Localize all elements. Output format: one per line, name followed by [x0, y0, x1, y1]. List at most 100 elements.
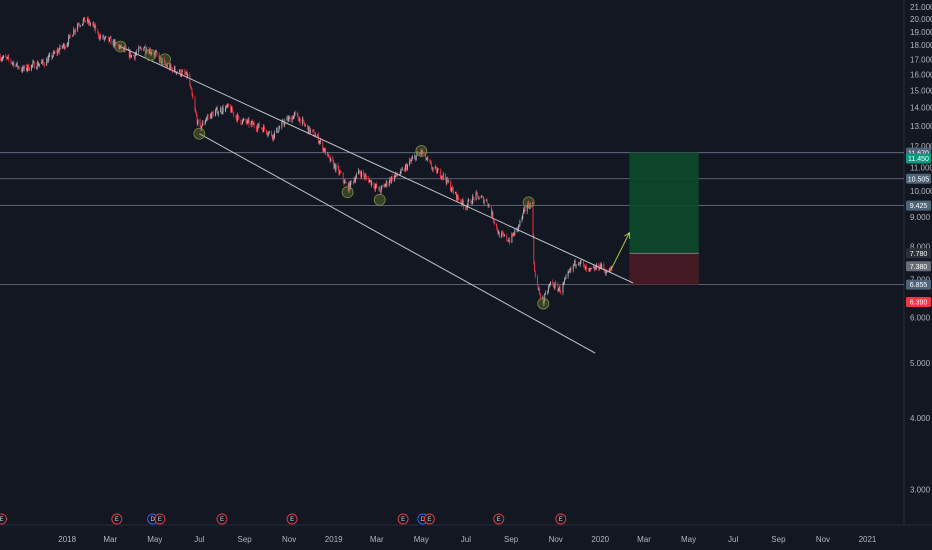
candle-body — [182, 70, 184, 72]
price-badge-bg — [906, 261, 931, 272]
candle-body — [90, 24, 91, 25]
candle-body — [518, 224, 520, 226]
candle-body — [470, 199, 472, 204]
candle-body — [358, 170, 359, 175]
candle-body — [303, 120, 305, 124]
candle-body — [543, 300, 545, 304]
candle-body — [378, 187, 380, 189]
projection-arrow[interactable] — [610, 231, 631, 271]
price-badge-label: 11.450 — [908, 156, 929, 163]
long-position-tool[interactable] — [629, 152, 699, 285]
candle-body — [185, 73, 186, 75]
candle-body — [211, 111, 213, 119]
candle-body — [526, 207, 528, 212]
candle-body — [113, 40, 115, 47]
time-axis[interactable]: 2018 Mar May Jul Sep Nov 2019 Mar May Jul Sep Nov 20… — [58, 535, 877, 544]
candle-body — [62, 46, 64, 48]
candle-body — [380, 186, 382, 193]
trend-channel[interactable] — [120, 46, 634, 354]
candle-body — [450, 190, 452, 191]
candle-body — [247, 120, 248, 124]
candle-body — [309, 126, 311, 133]
candle-body — [552, 281, 554, 284]
candle-body — [16, 62, 18, 65]
candle-body — [200, 125, 202, 130]
candle-body — [92, 24, 94, 25]
price-tick-label: 6.000 — [910, 314, 931, 323]
candle-body — [202, 122, 204, 125]
candle-body — [245, 118, 247, 123]
candle-body — [401, 169, 403, 170]
candle-body — [323, 148, 325, 152]
candle-body — [415, 155, 416, 161]
earnings-marker — [493, 513, 505, 525]
candle-body — [334, 164, 336, 171]
candle-body — [498, 231, 500, 235]
candle-body — [507, 240, 509, 242]
candle-body — [164, 61, 166, 65]
candle-body — [415, 155, 417, 161]
candle-body — [534, 263, 535, 271]
candle-body — [301, 119, 303, 124]
candle-body — [575, 264, 577, 266]
candle-body — [154, 52, 156, 56]
candle-body — [483, 200, 485, 203]
candle-body — [400, 169, 402, 174]
candle-body — [344, 181, 346, 183]
candle-body — [206, 117, 208, 120]
candle-body — [524, 208, 526, 212]
candle-body — [585, 266, 587, 269]
candle-body — [519, 220, 521, 225]
candle-body — [349, 182, 351, 189]
candle-body — [337, 164, 339, 169]
candle-body — [361, 171, 362, 177]
candle-body — [477, 192, 479, 196]
candle-body — [144, 46, 146, 49]
candle-body — [339, 171, 341, 173]
candle-body — [369, 180, 370, 183]
candle-body — [155, 51, 157, 53]
candle-body — [22, 67, 24, 72]
candle-body — [195, 112, 197, 117]
candle-body — [440, 177, 442, 179]
candle-body — [262, 128, 264, 132]
candle-body — [114, 40, 116, 47]
candle-body — [261, 128, 263, 129]
price-axis[interactable]: 3.0004.0005.0006.0007.0008.0009.00010.00… — [910, 3, 932, 495]
candle-body — [281, 121, 283, 128]
candle-body — [47, 57, 49, 63]
price-tick-label: 10.000 — [910, 187, 932, 196]
candle-body — [241, 123, 243, 125]
event-marker-label: D — [150, 517, 155, 523]
candle-body — [37, 62, 39, 66]
candle-body — [236, 114, 238, 121]
candle-body — [277, 127, 278, 133]
candle-body — [406, 165, 408, 170]
candle-body — [46, 58, 48, 66]
candle-body — [384, 184, 386, 187]
candle-body — [534, 270, 536, 277]
candle-body — [61, 45, 63, 48]
candle-body — [333, 161, 335, 169]
candle-body — [509, 239, 511, 243]
time-tick-label: 2021 — [859, 535, 877, 544]
price-tick-label: 19.000 — [910, 28, 932, 37]
candle-body — [180, 75, 182, 76]
candle-body — [287, 117, 289, 121]
candle-body — [84, 17, 86, 22]
price-tick-label: 20.000 — [910, 15, 932, 24]
candle-body — [461, 199, 463, 205]
candle-body — [363, 171, 365, 176]
candle-body — [43, 62, 45, 65]
candle-body — [52, 56, 54, 58]
earnings-marker — [111, 513, 123, 525]
candle-body — [47, 58, 48, 63]
candle-body — [338, 168, 340, 174]
candle-body — [332, 158, 334, 162]
candle-body — [32, 62, 34, 65]
candle-body — [431, 168, 433, 170]
candle-body — [427, 157, 429, 160]
candle-body — [496, 223, 497, 228]
